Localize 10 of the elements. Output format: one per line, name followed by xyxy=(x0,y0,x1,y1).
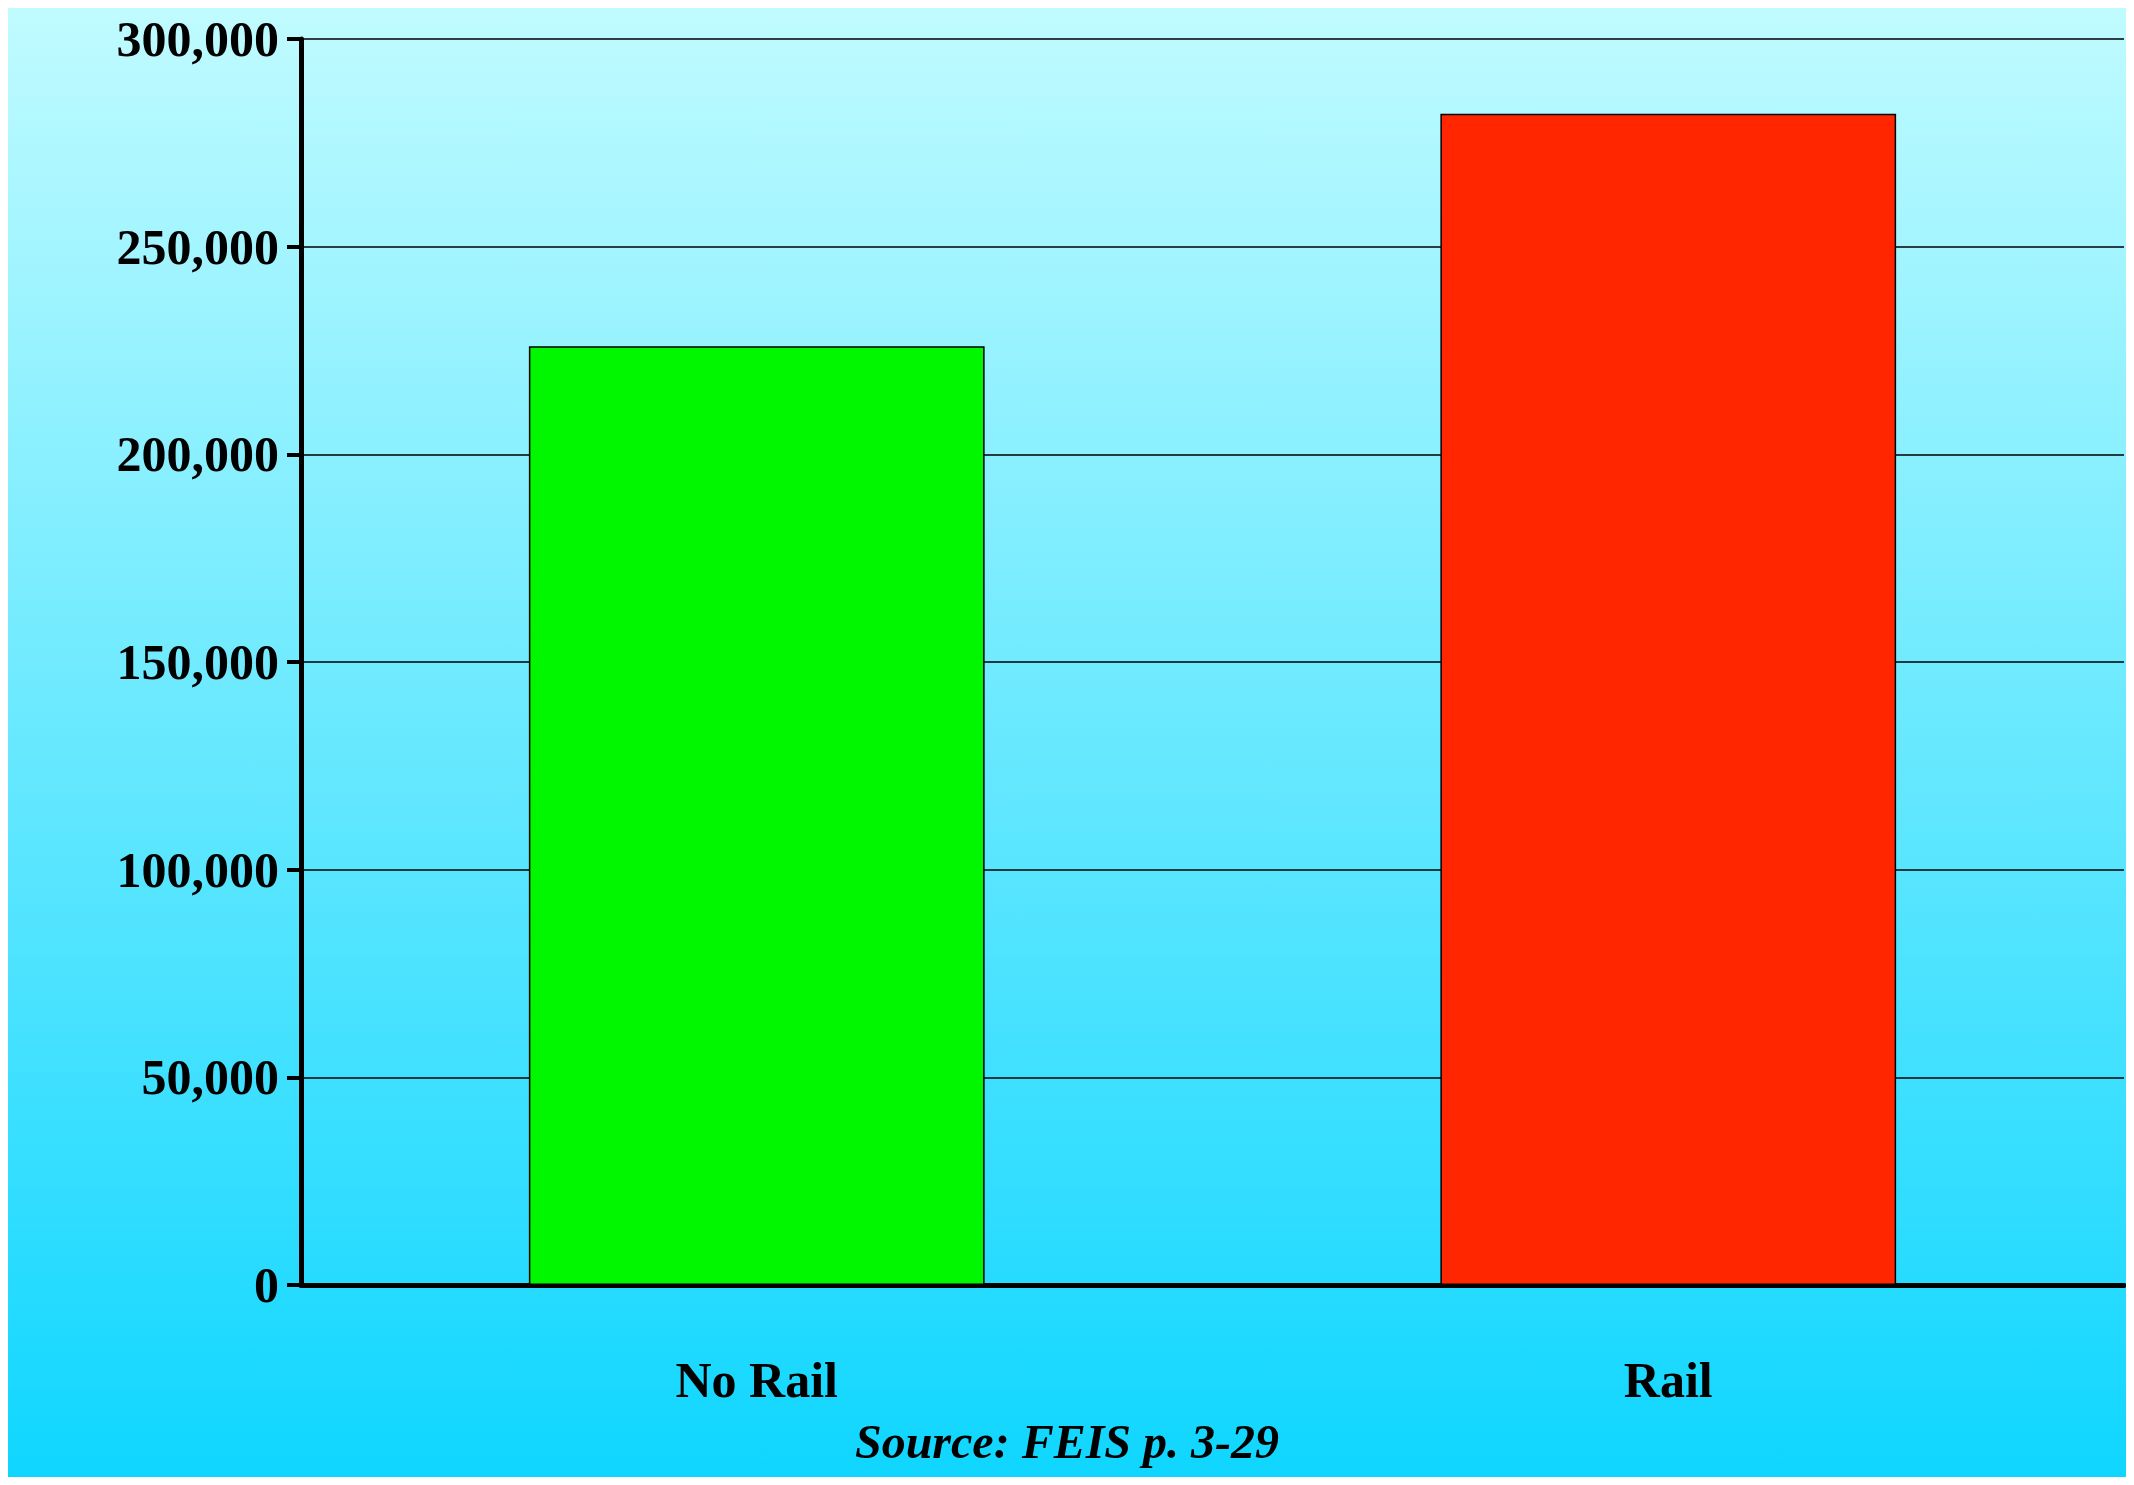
y-tick-label: 150,000 xyxy=(116,634,279,690)
x-tick-label: No Rail xyxy=(675,1352,839,1408)
source-note: Source: FEIS p. 3-29 xyxy=(854,1414,1280,1468)
y-tick-label: 100,000 xyxy=(116,841,279,898)
y-tick-label: 200,000 xyxy=(116,426,279,483)
y-tick-label: 0 xyxy=(254,1257,279,1313)
y-tick-label: 50,000 xyxy=(141,1049,279,1106)
x-tick-label: Rail xyxy=(1623,1352,1713,1408)
y-tick-label: 300,000 xyxy=(116,11,279,67)
y-tick-label: 250,000 xyxy=(116,218,279,275)
